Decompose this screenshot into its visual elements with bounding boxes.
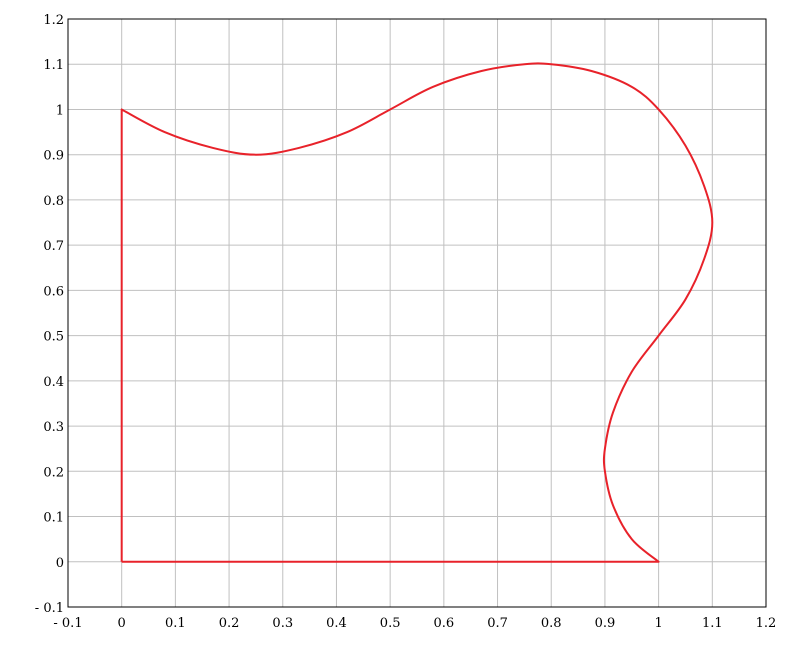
x-tick-label: 0.1 <box>165 616 186 631</box>
x-tick-label: 1.2 <box>756 616 777 631</box>
y-tick-label: 0.9 <box>43 149 64 164</box>
x-tick-label: 0.3 <box>272 616 293 631</box>
series-line <box>120 62 714 563</box>
y-tick-label: 0.2 <box>43 465 64 480</box>
x-tick-label: 0 <box>118 616 126 631</box>
x-tick-label: 1.1 <box>702 616 723 631</box>
plot-frame <box>67 18 767 608</box>
x-tick-label: 0.6 <box>434 616 455 631</box>
y-axis-tick-labels: - 0.1 0 0.1 0.2 0.3 0.4 0.5 0.6 0.7 0.8 0.9 1 1.1 1.2 <box>35 13 64 616</box>
y-tick-label: 0.8 <box>43 194 64 209</box>
x-tick-label: 0.4 <box>326 616 347 631</box>
y-tick-label: 0.3 <box>43 420 64 435</box>
x-tick-label: 0.5 <box>380 616 401 631</box>
y-tick-label: 0.6 <box>43 284 64 299</box>
x-tick-label: 0.8 <box>541 616 562 631</box>
x-axis-tick-labels: - 0.1 0 0.1 0.2 0.3 0.4 0.5 0.6 0.7 0.8 0.9 1 1.1 1.2 <box>53 616 776 631</box>
y-tick-label: 0.7 <box>43 239 64 254</box>
y-tick-label: 0.4 <box>43 375 64 390</box>
series-group <box>120 62 714 563</box>
y-tick-label: 1.1 <box>43 58 64 73</box>
x-tick-label: 0.9 <box>595 616 616 631</box>
y-tick-label: 0.5 <box>43 330 64 345</box>
x-tick-label: - 0.1 <box>53 616 82 631</box>
x-tick-label: 0.2 <box>219 616 240 631</box>
y-tick-label: 1.2 <box>43 13 64 28</box>
x-tick-label: 0.7 <box>487 616 508 631</box>
x-tick-label: 1 <box>654 616 662 631</box>
y-tick-label: 0 <box>56 556 64 571</box>
y-tick-label: 0.1 <box>43 511 64 526</box>
grid-lines <box>67 18 767 608</box>
y-tick-label: 1 <box>56 103 64 118</box>
y-tick-label: - 0.1 <box>35 601 64 616</box>
